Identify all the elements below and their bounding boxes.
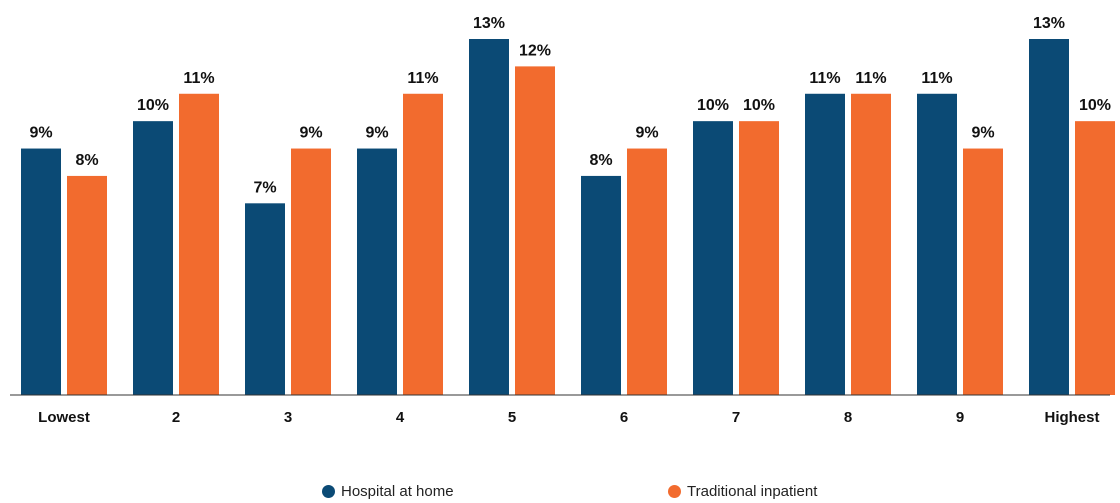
category-labels-layer: Lowest 2 3 4 5 6 7 8 9 Highest bbox=[38, 409, 1099, 426]
legend-label: Traditional inpatient bbox=[687, 483, 818, 500]
value-label: 9% bbox=[29, 125, 52, 142]
bar-hospital-at-home-9 bbox=[917, 93, 957, 396]
value-label: 10% bbox=[697, 97, 729, 114]
bar-hospital-at-home-3 bbox=[245, 203, 285, 395]
value-label: 11% bbox=[183, 70, 214, 87]
legend-label: Hospital at home bbox=[341, 483, 454, 500]
bar-traditional-inpatient-2 bbox=[179, 93, 219, 396]
category-label: 6 bbox=[620, 409, 628, 426]
legend-dot-icon bbox=[668, 485, 681, 498]
value-label: 9% bbox=[635, 125, 658, 142]
category-label: 8 bbox=[844, 409, 852, 426]
category-label: Highest bbox=[1044, 409, 1099, 426]
value-label: 8% bbox=[75, 152, 98, 169]
bar-traditional-inpatient-lowest bbox=[67, 175, 107, 395]
bar-hospital-at-home-6 bbox=[581, 175, 621, 395]
bar-hospital-at-home-5 bbox=[469, 39, 509, 395]
legend-dot-icon bbox=[322, 485, 335, 498]
value-label: 13% bbox=[473, 15, 505, 32]
value-label: 11% bbox=[921, 70, 952, 87]
value-label: 10% bbox=[743, 97, 775, 114]
bar-hospital-at-home-2 bbox=[133, 121, 173, 396]
value-label: 13% bbox=[1033, 15, 1065, 32]
value-labels-layer: 9% 8% 10% 11% 7% 9% 9% 11% 13% 12% 8% 9% 10% 10% 11% 11… bbox=[29, 15, 1111, 196]
bar-hospital-at-home-8 bbox=[805, 93, 845, 396]
legend: Hospital at home Traditional inpatient bbox=[0, 483, 1120, 503]
bar-traditional-inpatient-8 bbox=[851, 93, 891, 396]
value-label: 12% bbox=[519, 42, 551, 59]
value-label: 10% bbox=[1079, 97, 1111, 114]
category-label: 7 bbox=[732, 409, 740, 426]
category-label: 3 bbox=[284, 409, 292, 426]
category-label: 2 bbox=[172, 409, 180, 426]
value-label: 11% bbox=[855, 70, 886, 87]
value-label: 9% bbox=[365, 125, 388, 142]
value-label: 8% bbox=[589, 152, 612, 169]
bar-chart: 9% 8% 10% 11% 7% 9% 9% 11% 13% 12% 8% 9% 10% 10% 11% 11… bbox=[10, 15, 1115, 426]
legend-item-hospital-at-home: Hospital at home bbox=[322, 483, 454, 500]
bar-hospital-at-home-lowest bbox=[21, 148, 61, 395]
category-label: 9 bbox=[956, 409, 964, 426]
bar-traditional-inpatient-5 bbox=[515, 66, 555, 395]
value-label: 11% bbox=[407, 70, 438, 87]
bar-traditional-inpatient-9 bbox=[963, 148, 1003, 395]
value-label: 10% bbox=[137, 97, 169, 114]
category-label: Lowest bbox=[38, 409, 90, 426]
legend-item-traditional-inpatient: Traditional inpatient bbox=[668, 483, 817, 500]
bar-traditional-inpatient-highest bbox=[1075, 121, 1115, 396]
bar-traditional-inpatient-4 bbox=[403, 93, 443, 396]
value-label: 11% bbox=[809, 70, 840, 87]
bar-hospital-at-home-7 bbox=[693, 121, 733, 396]
bar-hospital-at-home-highest bbox=[1029, 39, 1069, 395]
bar-traditional-inpatient-7 bbox=[739, 121, 779, 396]
bar-traditional-inpatient-6 bbox=[627, 148, 667, 395]
value-label: 7% bbox=[253, 179, 276, 196]
value-label: 9% bbox=[971, 125, 994, 142]
bar-traditional-inpatient-3 bbox=[291, 148, 331, 395]
category-label: 4 bbox=[396, 409, 405, 426]
bar-hospital-at-home-4 bbox=[357, 148, 397, 395]
category-label: 5 bbox=[508, 409, 516, 426]
value-label: 9% bbox=[299, 125, 322, 142]
bars-layer bbox=[21, 39, 1115, 396]
